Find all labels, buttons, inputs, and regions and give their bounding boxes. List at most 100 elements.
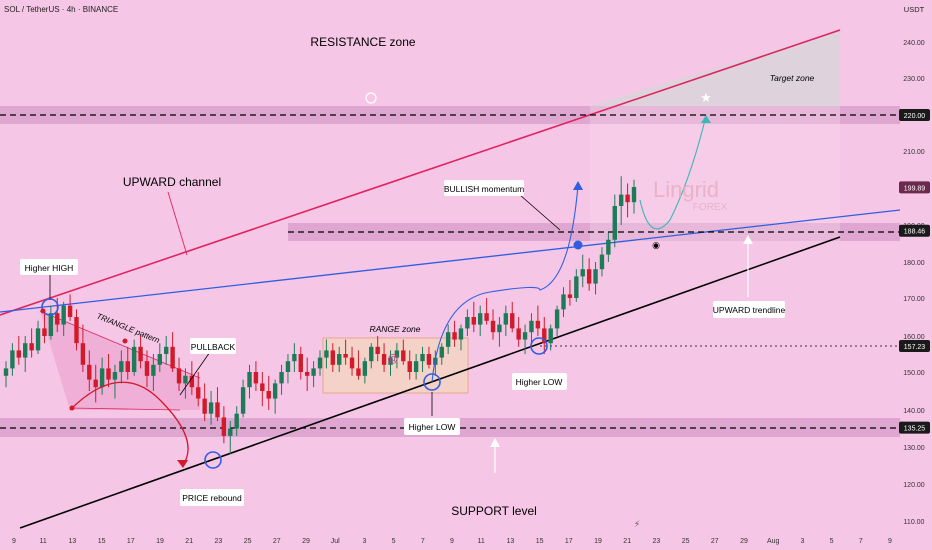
candle-body [208,402,214,414]
candle-body [170,346,175,369]
price-tag-bg [899,421,930,434]
bullish-pointer [519,194,561,231]
price-rebound-label-bg [180,489,244,506]
candle-body [388,357,393,365]
time-tick-label: 9 [888,538,892,545]
candle-body [535,320,541,329]
price-tick-label: 230.00 [903,76,925,83]
candle-body [580,269,585,277]
candle-body [35,328,41,351]
candle-body [381,354,387,365]
candle-body [10,350,15,369]
price-tick-label: 120.00 [903,482,925,489]
candle-body [260,383,265,391]
candle-body [266,391,271,399]
candle-body [349,357,355,369]
time-tick-label: Aug [767,538,780,545]
candle-body [304,372,310,376]
candle-body [330,350,336,365]
candle-body [93,379,98,388]
candle-body [337,354,342,365]
triangle-dot-2 [122,338,128,344]
candle-body [516,328,521,340]
higher-high-label: Higher HIGH [25,263,74,273]
candle-body [317,357,323,369]
price-tag-bg [899,181,930,194]
time-tick-label: Jul [331,538,340,545]
trendline-arrowhead [743,235,753,244]
lightning-icon: ⚡ [634,519,640,529]
candle-body [292,354,297,362]
triangle-pattern-shape [40,311,200,410]
price-tick-label: 180.00 [903,260,925,267]
candle-body [55,313,60,325]
candle-body [42,328,47,336]
candle-body [375,346,380,354]
price-tag-label: 199.89 [904,185,926,192]
candle-body [503,313,509,325]
candle-body [465,317,470,329]
candle-body [478,313,483,325]
candle-body [48,313,54,336]
candle-body [3,368,9,376]
candle-body [272,383,278,399]
candle-body [529,320,534,333]
symbol-header[interactable]: SOL / TetherUS · 4h · BINANCE [4,5,118,14]
target-marker-icon [365,92,377,104]
bullish-arrowhead [573,181,583,190]
candle-body [369,346,374,362]
time-tick-label: 11 [478,538,485,545]
candle-body [87,364,92,380]
candle-body [586,269,592,284]
candle-body [554,309,560,329]
higher-low-label-2-bg [512,373,567,390]
candle-body [144,361,150,376]
candle-body [324,350,329,358]
range-zone-label: RANGE zone [369,324,420,334]
candle-body [157,354,162,365]
price-tick-label: 150.00 [903,370,925,377]
time-tick-label: 25 [244,538,252,545]
candle-body [311,368,316,376]
candle-body [285,361,291,372]
candle-body [240,387,246,414]
higher-low-circle-2 [530,337,548,355]
bullish-momentum-label-bg [444,180,524,196]
candle-body [247,372,252,388]
candle-body [16,350,22,358]
watermark-sub: FOREX [693,202,728,213]
price-rebound-circle [204,451,222,469]
candle-body [215,402,220,418]
upper-shaded-area [590,106,840,241]
time-tick-label: 11 [40,538,47,545]
candle-body [445,332,451,347]
target-arrowhead [701,115,711,123]
higher-high-label-bg [20,259,78,275]
support-level-label: SUPPORT level [451,504,537,518]
candle-body [131,346,137,372]
time-tick-label: 13 [69,538,77,545]
price-tick-label: 170.00 [903,296,925,303]
candle-body [458,328,464,340]
time-axis[interactable]: 9 11 13 15 17 19 21 23 25 27 29 Jul 3 5 7 9 11 13 15 17 19 21… [12,538,892,545]
candle-body [452,332,457,340]
candle-body [599,254,605,270]
time-tick-label: 3 [362,538,366,545]
time-tick-label: 13 [507,538,515,545]
candle-body [253,372,259,384]
candle-body [490,320,496,333]
candle-body [138,346,143,362]
target-path [639,119,706,230]
candle-body [497,324,502,333]
time-tick-label: 15 [536,538,544,545]
higher-low-label-1-bg [404,418,460,435]
target-star-icon: ★ [700,90,712,105]
candle-body [542,328,547,344]
time-tick-label: 23 [653,538,661,545]
upward-trendline [19,236,841,529]
candle-body [74,317,79,344]
pullback-label: PULLBACK [191,342,236,352]
candle-body [522,332,528,340]
